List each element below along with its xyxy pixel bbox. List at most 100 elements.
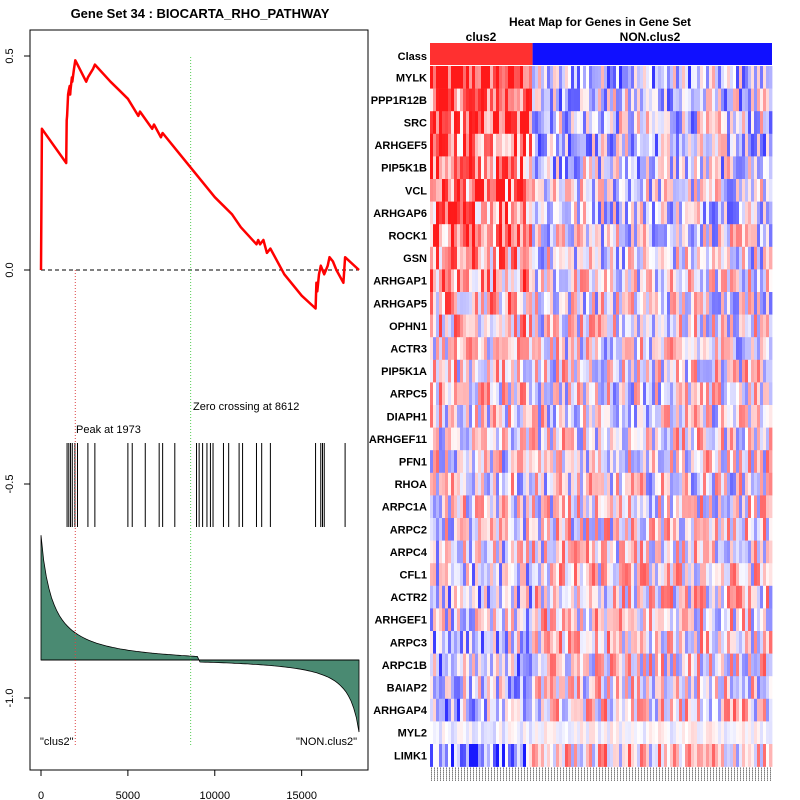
heatmap-cell [442,179,446,202]
heatmap-cell [736,721,740,745]
heatmap-cell [754,337,758,361]
heatmap-cell [757,653,761,677]
heatmap-cell [529,495,533,519]
heatmap-cell [568,585,572,609]
heatmap-cell [670,540,674,564]
heatmap-cell [655,653,659,677]
heatmap-cell [523,472,527,496]
heatmap-cell [532,201,536,225]
heatmap-cell [526,133,530,157]
heatmap-cell [565,88,569,112]
heatmap-cell [619,631,623,654]
heatmap-cell [550,721,554,745]
heatmap-cell [610,246,614,270]
heatmap-cell [667,427,671,451]
heatmap-cell [505,608,509,632]
zero-crossing-annotation: Zero crossing at 8612 [193,401,299,413]
heatmap-cell [442,744,446,767]
heatmap-cell [688,585,692,609]
heatmap-cell [664,66,668,89]
heatmap-cell [637,66,641,89]
heatmap-cell [457,427,461,451]
heatmap-cell [682,156,686,180]
heatmap-cell [643,608,647,632]
heatmap-cell [607,201,611,225]
heatmap-cell [460,563,464,587]
heatmap-cell [721,382,725,406]
heatmap-cell [481,450,485,474]
heatmap-cell [709,201,713,225]
heatmap-cell [544,698,548,722]
heatmap-cell [574,224,578,248]
heatmap-cell [769,631,773,654]
heatmap-cell [445,472,449,496]
heatmap-cell [451,585,455,609]
heatmap-cell [739,179,743,202]
heatmap-cell [535,698,539,722]
heatmap-cell [577,676,581,700]
heatmap-cell [562,563,566,587]
heatmap-cell [691,66,695,89]
heatmap-cell [646,405,650,428]
heatmap-cell [748,518,752,541]
heatmap-cell [586,179,590,202]
heatmap-cell [649,698,653,722]
heatmap-cell [457,111,461,135]
heatmap-cell [718,382,722,406]
heatmap-cell [715,653,719,677]
heatmap-cell [589,405,593,428]
heatmap-cell [763,563,767,587]
heatmap-cell [679,314,683,338]
heatmap-cell [604,314,608,338]
heatmap-cell [763,382,767,406]
heatmap-cell [556,608,560,632]
heatmap-cell [442,314,446,338]
heatmap-cell [721,133,725,157]
heatmap-cell [592,66,596,89]
heatmap-cell [535,66,539,89]
heatmap-cell [466,66,470,89]
heatmap-cell [517,518,521,541]
gene-label: ACTR3 [390,344,427,356]
heatmap-cell [733,382,737,406]
heatmap-cell [505,540,509,564]
heatmap-cell [754,156,758,180]
heatmap-cell [520,608,524,632]
heatmap-cell [595,698,599,722]
gene-label: GSN [403,253,427,265]
heatmap-cell [688,427,692,451]
heatmap-cell [454,246,458,270]
heatmap-cell [454,224,458,248]
heatmap-cell [646,66,650,89]
heatmap-cell [577,292,581,315]
heatmap-cell [574,631,578,654]
heatmap-cell [433,224,437,248]
heatmap-cell [481,472,485,496]
heatmap-cell [655,382,659,406]
heatmap-cell [664,88,668,112]
heatmap-cell [691,405,695,428]
heatmap-cell [613,337,617,361]
heatmap-cell [520,585,524,609]
heatmap-row [430,292,773,315]
heatmap-cell [490,337,494,361]
heatmap-cell [493,472,497,496]
heatmap-cell [436,631,440,654]
heatmap-cell [436,721,440,745]
heatmap-cell [571,608,575,632]
heatmap-cell [613,179,617,202]
heatmap-cell [652,337,656,361]
heatmap-cell [691,111,695,135]
heatmap-cell [694,744,698,767]
heatmap-cell [538,676,542,700]
heatmap-cell [700,585,704,609]
heatmap-cell [715,676,719,700]
heatmap-cell [559,518,563,541]
heatmap-cell [694,472,698,496]
heatmap-cell [460,382,464,406]
heatmap-cell [610,540,614,564]
heatmap-cell [493,111,497,135]
heatmap-cell [610,450,614,474]
heatmap-cell [484,156,488,180]
